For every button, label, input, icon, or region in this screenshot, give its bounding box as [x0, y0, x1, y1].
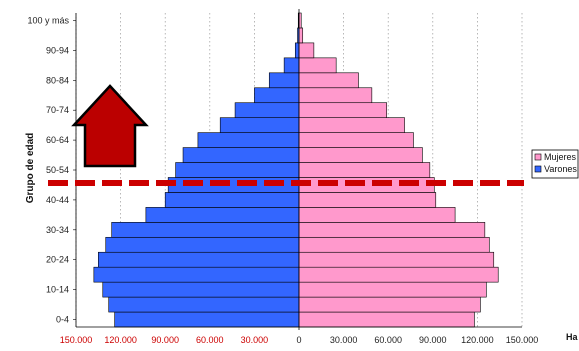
bars	[93, 12, 499, 328]
bar-varones-65-69	[219, 117, 300, 133]
bar-varones-20-24	[98, 251, 300, 268]
bar-mujeres-65-69	[298, 117, 405, 133]
legend: Mujeres Varones	[531, 149, 579, 179]
y-tick-label: 40-44	[46, 195, 69, 205]
legend-swatch-varones	[534, 165, 542, 173]
bar-varones-55-59	[182, 147, 300, 163]
bar-mujeres-15-19	[298, 266, 499, 283]
bar-varones-30-34	[111, 222, 300, 238]
bar-varones-0-4	[114, 311, 300, 328]
x-tick-label: 120.000	[104, 335, 137, 345]
bar-varones-35-39	[145, 207, 300, 223]
x-axis-label: Ha	[566, 332, 578, 342]
bar-varones-15-19	[93, 266, 300, 283]
bar-varones-40-44	[164, 192, 300, 208]
y-tick-label: 30-34	[46, 225, 69, 235]
bar-varones-50-54	[175, 162, 300, 178]
x-tick-label: 60.000	[196, 335, 224, 345]
x-tick-label: 60.000	[374, 335, 402, 345]
bar-mujeres-50-54	[298, 162, 431, 178]
bar-varones-60-64	[197, 132, 300, 148]
y-tick-label: 50-54	[46, 165, 69, 175]
bar-mujeres-70-74	[298, 102, 388, 118]
legend-swatch-mujeres	[534, 153, 542, 161]
x-tick-label: 150.000	[506, 335, 539, 345]
bar-mujeres-75-79	[298, 87, 373, 104]
bar-varones-90-94	[294, 42, 300, 59]
x-tick-label: 150.000	[60, 335, 93, 345]
bar-varones-5-9	[108, 296, 300, 313]
bar-varones-25-29	[105, 236, 300, 253]
bar-mujeres-10-14	[298, 281, 487, 298]
y-tick-label: 60-64	[46, 135, 69, 145]
bar-varones-80-84	[268, 72, 300, 89]
bar-mujeres-30-34	[298, 222, 486, 238]
y-tick-label: 100 y más	[27, 15, 69, 25]
bar-mujeres-85-89	[298, 57, 337, 74]
bar-mujeres-60-64	[298, 132, 414, 148]
bar-varones-70-74	[234, 102, 300, 118]
x-tick-labels: 150.000 120.000 90.000 60.000 30.000 0 30.000 6…	[60, 335, 539, 345]
bar-mujeres-0-4	[298, 311, 475, 328]
up-arrow-icon	[71, 84, 149, 168]
x-tick-label: 0	[296, 335, 301, 345]
x-tick-label: 30.000	[241, 335, 269, 345]
y-tick-label: 20-24	[46, 255, 69, 265]
y-tick-labels: 0-4 10-14 20-24 30-34 40-44 50-54 60-64 70-74 80…	[27, 15, 76, 325]
x-tick-label: 120.000	[461, 335, 494, 345]
bar-varones-75-79	[254, 87, 300, 104]
bar-mujeres-95-99	[298, 27, 304, 44]
annotations	[48, 84, 524, 186]
y-tick-label: 0-4	[56, 315, 69, 325]
bar-mujeres-5-9	[298, 296, 481, 313]
y-tick-label: 80-84	[46, 75, 69, 85]
y-tick-label: 70-74	[46, 105, 69, 115]
bar-mujeres-80-84	[298, 72, 359, 89]
y-axis-label: Grupo de edad	[25, 133, 36, 204]
legend-label-varones: Varones	[544, 164, 577, 174]
x-tick-label: 90.000	[419, 335, 447, 345]
bar-mujeres-55-59	[298, 147, 423, 163]
x-tick-label: 30.000	[330, 335, 358, 345]
bar-mujeres-35-39	[298, 207, 456, 223]
x-tick-label: 90.000	[151, 335, 179, 345]
bar-varones-10-14	[102, 281, 300, 298]
bar-mujeres-90-94	[298, 42, 315, 59]
bar-varones-85-89	[283, 57, 300, 74]
bar-mujeres-25-29	[298, 236, 490, 253]
bar-mujeres-20-24	[298, 251, 495, 268]
legend-label-mujeres: Mujeres	[544, 152, 577, 162]
y-tick-label: 90-94	[46, 45, 69, 55]
bar-mujeres-40-44	[298, 192, 437, 208]
y-tick-label: 10-14	[46, 285, 69, 295]
